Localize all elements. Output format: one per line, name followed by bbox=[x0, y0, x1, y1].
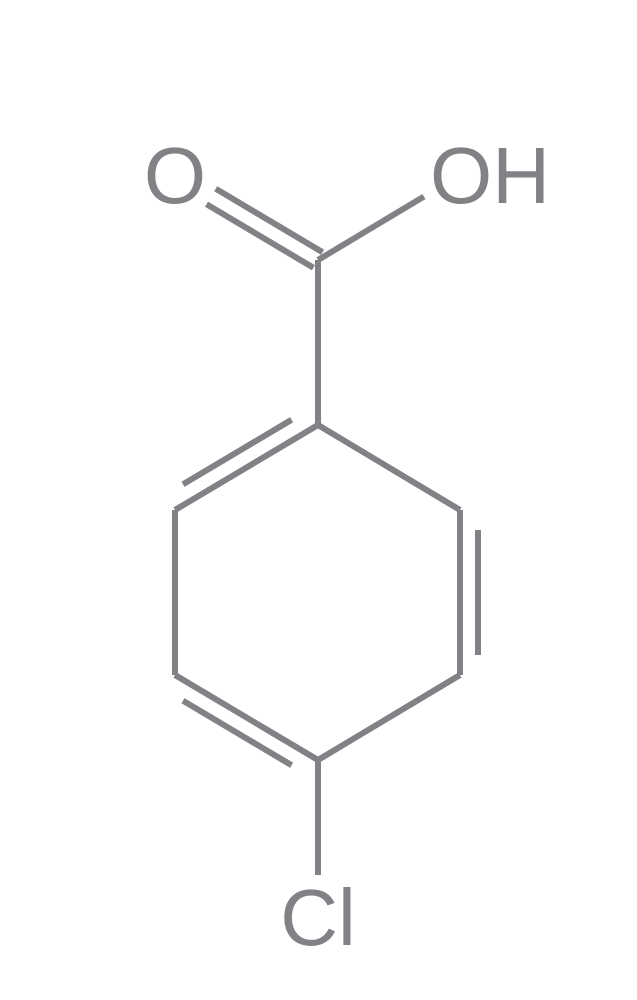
atom-label-cl: Cl bbox=[280, 873, 356, 962]
single-bond bbox=[318, 425, 460, 510]
chemical-structure-diagram: O OH Cl bbox=[0, 0, 637, 1000]
atom-label-o: O bbox=[144, 131, 206, 220]
atom-label-oh: OH bbox=[430, 131, 550, 220]
single-bond bbox=[318, 197, 424, 260]
single-bond bbox=[175, 675, 318, 760]
single-bond bbox=[175, 425, 318, 510]
single-bond bbox=[318, 675, 460, 760]
